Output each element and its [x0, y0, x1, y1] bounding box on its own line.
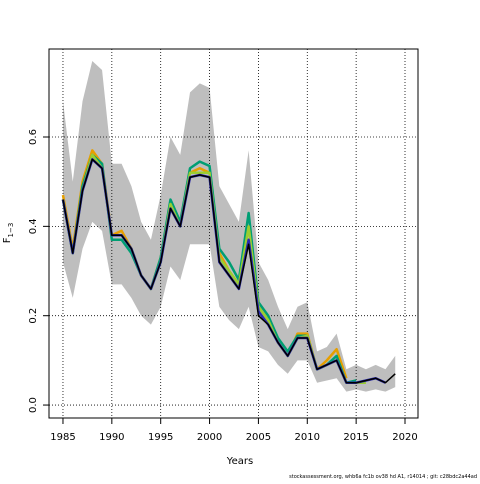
x-tick-label: 2000 [197, 432, 222, 443]
plot-frame [48, 48, 419, 419]
y-tick-label: 0.6 [28, 129, 39, 145]
y-axis-label: F1−3 [2, 223, 15, 244]
y-tick-label: 0.0 [28, 397, 39, 413]
series-line [62, 158, 396, 384]
y-tick-label: 0.4 [28, 218, 39, 234]
y-label-subscript: 1−3 [7, 223, 15, 238]
x-tick-label: 1995 [148, 432, 173, 443]
x-tick-label: 2005 [246, 432, 271, 443]
y-label-main: F [2, 237, 13, 243]
x-tick-label: 2015 [343, 432, 368, 443]
x-axis-label: Years [226, 456, 253, 467]
y-tick-label: 0.2 [28, 308, 39, 324]
x-tick-label: 1985 [50, 432, 75, 443]
x-tick-label: 2020 [392, 432, 417, 443]
x-tick-label: 1990 [99, 432, 124, 443]
x-tick-label: 2010 [295, 432, 320, 443]
footer: stockassessment.org, whb6a fc1b ov38 hd … [289, 474, 477, 480]
